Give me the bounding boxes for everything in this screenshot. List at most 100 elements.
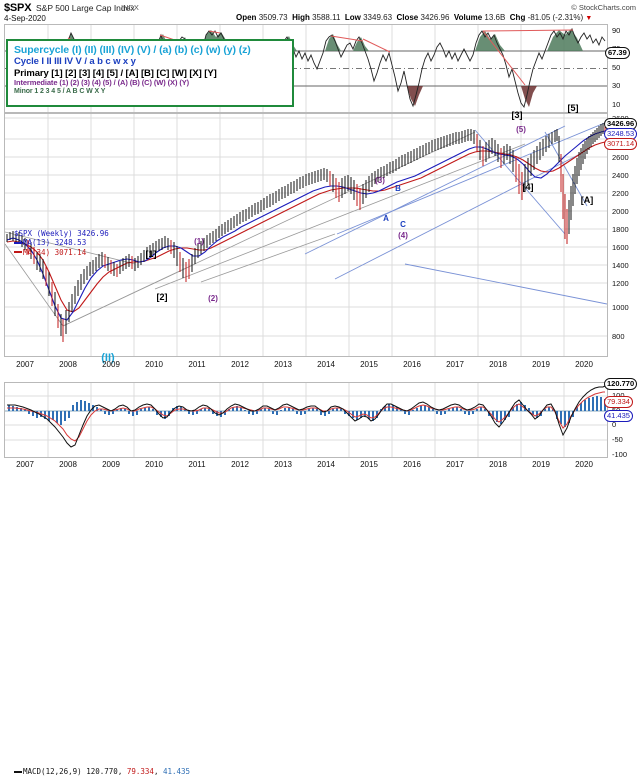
macd-tick-100: 100 — [612, 391, 625, 400]
wave-label-inter-4: (4) — [398, 231, 408, 240]
price-x-axis: 2007 2008 2009 2010 2011 2012 2013 2014 … — [4, 360, 608, 372]
xtick2-2018: 2018 — [489, 460, 507, 469]
stockcharts-screenshot: $SPX S&P 500 Large Cap Index INDX 4-Sep-… — [4, 2, 639, 776]
open-value: 3509.73 — [258, 13, 288, 22]
close-value: 3426.96 — [420, 13, 450, 22]
xtick2-2017: 2017 — [446, 460, 464, 469]
ma13-legend-text: MA(13) 3248.53 — [23, 238, 87, 248]
rsi-tick-90: 90 — [612, 26, 621, 35]
xtick2-2007: 2007 — [16, 460, 34, 469]
ma34-value-flag: 3071.14 — [604, 138, 638, 150]
wave-label-primary-3: [3] — [511, 110, 523, 120]
macd-legend-v2: 41.435 — [162, 767, 191, 776]
rsi-tick-50: 50 — [612, 63, 621, 72]
macd-tick-m50: -50 — [612, 435, 623, 444]
macd-x-axis: 2007 2008 2009 2010 2011 2012 2013 2014 … — [4, 460, 608, 472]
macd-tick-0: 0 — [612, 420, 617, 429]
price-tick-2000: 2000 — [612, 207, 629, 216]
ma34-legend-text: MA(34) 3071.14 — [23, 247, 87, 257]
volume-label: Volume — [453, 13, 483, 22]
xtick2-2009: 2009 — [102, 460, 120, 469]
price-plot — [5, 114, 607, 356]
xtick2-2011: 2011 — [188, 460, 206, 469]
signal-value-flag: 41.435 — [604, 410, 633, 422]
rsi-tick-30: 30 — [612, 81, 621, 90]
close-label: Close — [396, 13, 419, 22]
price-tick-1000: 1000 — [612, 303, 629, 312]
price-series-legend: $SPX (Weekly) 3426.96 MA(13) 3248.53 MA(… — [14, 229, 109, 257]
down-caret-icon: ▼ — [585, 15, 593, 22]
rsi-tick-10: 10 — [612, 100, 621, 109]
low-label: Low — [344, 13, 361, 22]
macd-legend-v0: 120.770 — [86, 767, 118, 776]
xtick-2016: 2016 — [403, 360, 421, 369]
price-tick-1200: 1200 — [612, 279, 629, 288]
macd-svg — [5, 383, 607, 457]
elliott-wave-legend-box: Supercycle (I) (II) (III) (IV) (V) / (a)… — [6, 39, 294, 107]
chg-label: Chg — [509, 13, 526, 22]
wave-label-primary-4: [4] — [522, 182, 534, 192]
legend-intermediate: Intermediate (1) (2) (3) (4) (5) / (A) (… — [14, 77, 190, 87]
low-value: 3349.63 — [363, 13, 393, 22]
legend-supercycle: Supercycle (I) (II) (III) (IV) (V) / (a)… — [14, 44, 251, 56]
xtick-2018: 2018 — [489, 360, 507, 369]
high-label: High — [292, 13, 310, 22]
wave-label-inter-5: (5) — [516, 125, 526, 134]
open-label: Open — [236, 13, 257, 22]
wave-label-inter-2: (2) — [208, 294, 218, 303]
price-tick-2600: 2600 — [612, 153, 629, 162]
xtick2-2016: 2016 — [403, 460, 421, 469]
xtick-2011: 2011 — [188, 360, 206, 369]
xtick2-2020: 2020 — [575, 460, 593, 469]
macd-legend: MACD(12,26,9) 120.770, 79.334, 41.435 — [14, 767, 190, 776]
wave-label-primary-2: [2] — [156, 292, 168, 302]
xtick-2010: 2010 — [145, 360, 163, 369]
price-tick-1800: 1800 — [612, 225, 629, 234]
ma13-color-swatch — [14, 241, 22, 244]
xtick2-2008: 2008 — [59, 460, 77, 469]
price-tick-800: 800 — [612, 332, 625, 341]
rsi-y-axis: 90 70 50 30 10 — [609, 24, 639, 113]
xtick2-2015: 2015 — [360, 460, 378, 469]
ticker-symbol: $SPX — [4, 2, 32, 14]
ma34-color-swatch — [14, 251, 22, 254]
chg-value: -81.05 (-2.31%) — [527, 13, 584, 22]
xtick2-2012: 2012 — [231, 460, 249, 469]
macd-legend-prefix: MACD(12,26,9) — [23, 767, 82, 776]
volume-value: 13.6B — [484, 13, 506, 22]
xtick-2019: 2019 — [532, 360, 550, 369]
xtick-2008: 2008 — [59, 360, 77, 369]
price-tick-1600: 1600 — [612, 243, 629, 252]
wave-label-primary-A: [A] — [580, 195, 594, 205]
xtick-2020: 2020 — [575, 360, 593, 369]
legend-primary: Primary [1] [2] [3] [4] [5] / [A] [B] [C… — [14, 67, 217, 79]
wave-label-minor-A: A — [383, 214, 389, 223]
xtick-2015: 2015 — [360, 360, 378, 369]
xtick2-2014: 2014 — [317, 460, 335, 469]
xtick-2013: 2013 — [274, 360, 292, 369]
source-attribution: © StockCharts.com — [571, 3, 636, 12]
xtick2-2013: 2013 — [274, 460, 292, 469]
legend-cycle: Cycle I II III IV V / a b c w x y — [14, 56, 136, 68]
macd-color-swatch — [14, 770, 22, 773]
xtick2-2019: 2019 — [532, 460, 550, 469]
wave-label-minor-C: C — [400, 220, 406, 229]
xtick2-2010: 2010 — [145, 460, 163, 469]
ma34-legend: MA(34) 3071.14 — [14, 248, 109, 257]
exchange-label: INDX — [121, 3, 139, 12]
ohlc-quote-bar: Open 3509.73 High 3588.11 Low 3349.63 Cl… — [236, 13, 592, 22]
wave-label-inter-1: (1) — [194, 237, 204, 246]
legend-minor: Minor 1 2 3 4 5 / A B C W X Y — [14, 87, 106, 95]
wave-label-inter-3: (3) — [375, 176, 385, 185]
macd-hi-flag: 120.770 — [604, 378, 638, 390]
wave-label-primary-1: [1] — [145, 249, 157, 259]
rsi-value-flag: 67.39 — [605, 47, 630, 59]
price-panel: $SPX (Weekly) 3426.96 MA(13) 3248.53 MA(… — [4, 113, 608, 357]
price-tick-2400: 2400 — [612, 171, 629, 180]
wave-label-minor-B: B — [395, 184, 401, 193]
xtick-2014: 2014 — [317, 360, 335, 369]
xtick-2009: 2009 — [102, 360, 120, 369]
xtick-2017: 2017 — [446, 360, 464, 369]
price-legend-title: $SPX (Weekly) 3426.96 — [14, 229, 109, 238]
price-tick-2200: 2200 — [612, 189, 629, 198]
